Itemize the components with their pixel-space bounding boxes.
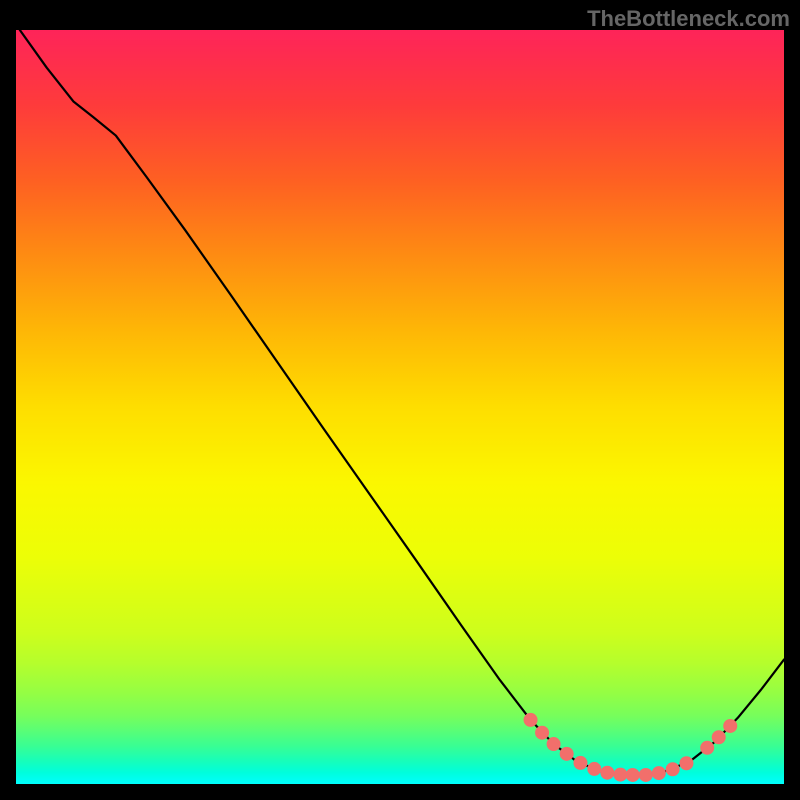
marker-dot xyxy=(701,741,714,754)
watermark-text: TheBottleneck.com xyxy=(587,6,790,32)
curve-svg xyxy=(16,30,784,784)
marker-dot xyxy=(639,768,652,781)
marker-dot xyxy=(536,726,549,739)
curve-line xyxy=(20,30,784,775)
marker-dot xyxy=(588,762,601,775)
marker-dot xyxy=(724,719,737,732)
marker-dot xyxy=(614,768,627,781)
marker-dot xyxy=(601,766,614,779)
marker-dot xyxy=(666,763,679,776)
marker-dot xyxy=(574,756,587,769)
marker-dot xyxy=(547,738,560,751)
marker-dot xyxy=(626,768,639,781)
marker-dot xyxy=(560,747,573,760)
plot-area xyxy=(16,30,784,784)
chart-container: TheBottleneck.com xyxy=(0,0,800,800)
marker-dot xyxy=(680,757,693,770)
marker-dot xyxy=(652,767,665,780)
marker-dot xyxy=(524,713,537,726)
marker-dot xyxy=(712,731,725,744)
